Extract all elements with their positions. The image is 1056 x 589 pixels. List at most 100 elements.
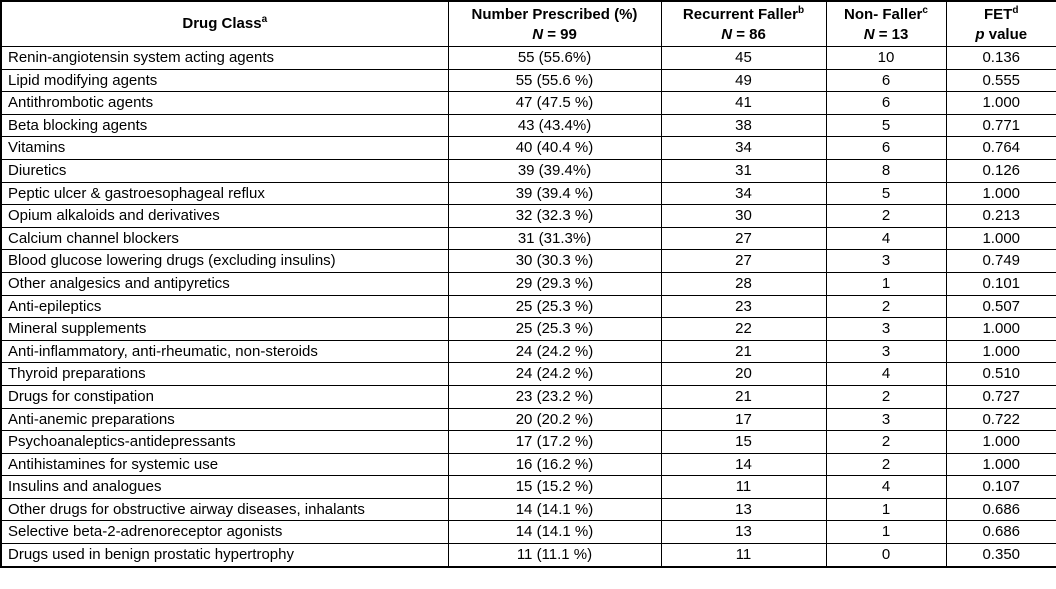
cell-non-faller: 6 bbox=[825, 136, 947, 160]
cell-recurrent-faller: 13 bbox=[660, 497, 827, 522]
cell-number-prescribed: 23 (23.2 %) bbox=[447, 384, 662, 409]
cell-non-faller: 2 bbox=[825, 430, 947, 454]
cell-drug-class: Mineral supplements bbox=[0, 317, 449, 341]
col-header-recurrent-faller-n: N = 86 bbox=[721, 25, 766, 43]
cell-drug-class: Beta blocking agents bbox=[0, 113, 449, 138]
cell-number-prescribed: 55 (55.6%) bbox=[447, 46, 662, 70]
cell-drug-class: Peptic ulcer & gastroesophageal reflux bbox=[0, 181, 449, 206]
cell-recurrent-faller: 22 bbox=[660, 317, 827, 341]
table-row: Antithrombotic agents 47 (47.5 %) 41 6 1… bbox=[0, 91, 1056, 115]
table-row: Psychoanaleptics-antidepressants 17 (17.… bbox=[0, 430, 1056, 454]
table-row: Vitamins 40 (40.4 %) 34 6 0.764 bbox=[0, 136, 1056, 160]
cell-non-faller: 1 bbox=[825, 497, 947, 522]
cell-number-prescribed: 31 (31.3%) bbox=[447, 226, 662, 251]
drug-prescription-table: Drug Classa Number Prescribed (%) N = 99… bbox=[0, 0, 1056, 568]
cell-fet-p-value: 0.101 bbox=[945, 271, 1056, 296]
col-header-fet-p-value: p value bbox=[975, 25, 1028, 43]
table-row: Renin-angiotensin system acting agents 5… bbox=[0, 46, 1056, 70]
cell-fet-p-value: 0.749 bbox=[945, 249, 1056, 273]
cell-recurrent-faller: 15 bbox=[660, 430, 827, 454]
col-header-non-faller-label: Non- Fallerc bbox=[844, 4, 928, 23]
col-header-fet-label: FETd bbox=[984, 4, 1019, 23]
col-header-number-prescribed: Number Prescribed (%) N = 99 bbox=[447, 0, 662, 47]
col-header-non-faller-n: N = 13 bbox=[863, 25, 909, 43]
cell-fet-p-value: 0.510 bbox=[945, 362, 1056, 386]
cell-non-faller: 5 bbox=[825, 113, 947, 138]
cell-fet-p-value: 1.000 bbox=[945, 339, 1056, 364]
cell-number-prescribed: 43 (43.4%) bbox=[447, 113, 662, 138]
cell-recurrent-faller: 31 bbox=[660, 158, 827, 183]
cell-recurrent-faller: 17 bbox=[660, 407, 827, 432]
cell-fet-p-value: 0.764 bbox=[945, 136, 1056, 160]
table-row: Opium alkaloids and derivatives 32 (32.3… bbox=[0, 204, 1056, 228]
col-header-non-faller: Non- Fallerc N = 13 bbox=[825, 0, 947, 47]
cell-drug-class: Anti-anemic preparations bbox=[0, 407, 449, 432]
cell-recurrent-faller: 38 bbox=[660, 113, 827, 138]
cell-non-faller: 4 bbox=[825, 226, 947, 251]
cell-fet-p-value: 1.000 bbox=[945, 91, 1056, 115]
cell-non-faller: 2 bbox=[825, 294, 947, 319]
cell-number-prescribed: 47 (47.5 %) bbox=[447, 91, 662, 115]
cell-non-faller: 2 bbox=[825, 204, 947, 228]
cell-non-faller: 3 bbox=[825, 339, 947, 364]
cell-number-prescribed: 24 (24.2 %) bbox=[447, 339, 662, 364]
cell-number-prescribed: 11 (11.1 %) bbox=[447, 543, 662, 568]
cell-drug-class: Calcium channel blockers bbox=[0, 226, 449, 251]
cell-non-faller: 4 bbox=[825, 475, 947, 499]
cell-recurrent-faller: 30 bbox=[660, 204, 827, 228]
cell-non-faller: 2 bbox=[825, 384, 947, 409]
col-header-number-prescribed-label: Number Prescribed (%) bbox=[471, 5, 638, 23]
cell-recurrent-faller: 27 bbox=[660, 226, 827, 251]
cell-drug-class: Thyroid preparations bbox=[0, 362, 449, 386]
col-header-number-prescribed-n: N = 99 bbox=[532, 25, 577, 43]
table-body: Renin-angiotensin system acting agents 5… bbox=[0, 46, 1056, 568]
cell-recurrent-faller: 14 bbox=[660, 452, 827, 477]
cell-recurrent-faller: 23 bbox=[660, 294, 827, 319]
cell-non-faller: 3 bbox=[825, 317, 947, 341]
cell-non-faller: 1 bbox=[825, 271, 947, 296]
cell-fet-p-value: 1.000 bbox=[945, 181, 1056, 206]
table-row: Lipid modifying agents 55 (55.6 %) 49 6 … bbox=[0, 68, 1056, 93]
cell-recurrent-faller: 11 bbox=[660, 543, 827, 568]
cell-number-prescribed: 29 (29.3 %) bbox=[447, 271, 662, 296]
cell-recurrent-faller: 13 bbox=[660, 520, 827, 545]
cell-drug-class: Anti-inflammatory, anti-rheumatic, non-s… bbox=[0, 339, 449, 364]
col-header-fet: FETd p value bbox=[945, 0, 1056, 47]
cell-non-faller: 5 bbox=[825, 181, 947, 206]
cell-fet-p-value: 1.000 bbox=[945, 317, 1056, 341]
table-row: Thyroid preparations 24 (24.2 %) 20 4 0.… bbox=[0, 362, 1056, 386]
table-row: Blood glucose lowering drugs (excluding … bbox=[0, 249, 1056, 273]
cell-drug-class: Selective beta-2-adrenoreceptor agonists bbox=[0, 520, 449, 545]
table-row: Selective beta-2-adrenoreceptor agonists… bbox=[0, 520, 1056, 545]
cell-number-prescribed: 20 (20.2 %) bbox=[447, 407, 662, 432]
cell-non-faller: 10 bbox=[825, 46, 947, 70]
cell-drug-class: Antihistamines for systemic use bbox=[0, 452, 449, 477]
col-header-drug-class: Drug Classa bbox=[0, 0, 449, 47]
cell-drug-class: Psychoanaleptics-antidepressants bbox=[0, 430, 449, 454]
cell-fet-p-value: 1.000 bbox=[945, 226, 1056, 251]
cell-fet-p-value: 0.350 bbox=[945, 543, 1056, 568]
cell-drug-class: Renin-angiotensin system acting agents bbox=[0, 46, 449, 70]
cell-fet-p-value: 0.507 bbox=[945, 294, 1056, 319]
table-row: Beta blocking agents 43 (43.4%) 38 5 0.7… bbox=[0, 113, 1056, 138]
table-row: Drugs for constipation 23 (23.2 %) 21 2 … bbox=[0, 384, 1056, 409]
cell-number-prescribed: 25 (25.3 %) bbox=[447, 294, 662, 319]
footnote-marker-b: b bbox=[797, 4, 805, 16]
cell-drug-class: Antithrombotic agents bbox=[0, 91, 449, 115]
footnote-marker-c: c bbox=[922, 4, 928, 16]
table-row: Other analgesics and antipyretics 29 (29… bbox=[0, 271, 1056, 296]
table-row: Anti-inflammatory, anti-rheumatic, non-s… bbox=[0, 339, 1056, 364]
cell-recurrent-faller: 49 bbox=[660, 68, 827, 93]
cell-drug-class: Blood glucose lowering drugs (excluding … bbox=[0, 249, 449, 273]
cell-fet-p-value: 0.213 bbox=[945, 204, 1056, 228]
table-row: Antihistamines for systemic use 16 (16.2… bbox=[0, 452, 1056, 477]
table-row: Diuretics 39 (39.4%) 31 8 0.126 bbox=[0, 158, 1056, 183]
cell-drug-class: Opium alkaloids and derivatives bbox=[0, 204, 449, 228]
cell-recurrent-faller: 45 bbox=[660, 46, 827, 70]
cell-drug-class: Anti-epileptics bbox=[0, 294, 449, 319]
cell-number-prescribed: 40 (40.4 %) bbox=[447, 136, 662, 160]
cell-number-prescribed: 25 (25.3 %) bbox=[447, 317, 662, 341]
cell-number-prescribed: 14 (14.1 %) bbox=[447, 520, 662, 545]
cell-recurrent-faller: 28 bbox=[660, 271, 827, 296]
